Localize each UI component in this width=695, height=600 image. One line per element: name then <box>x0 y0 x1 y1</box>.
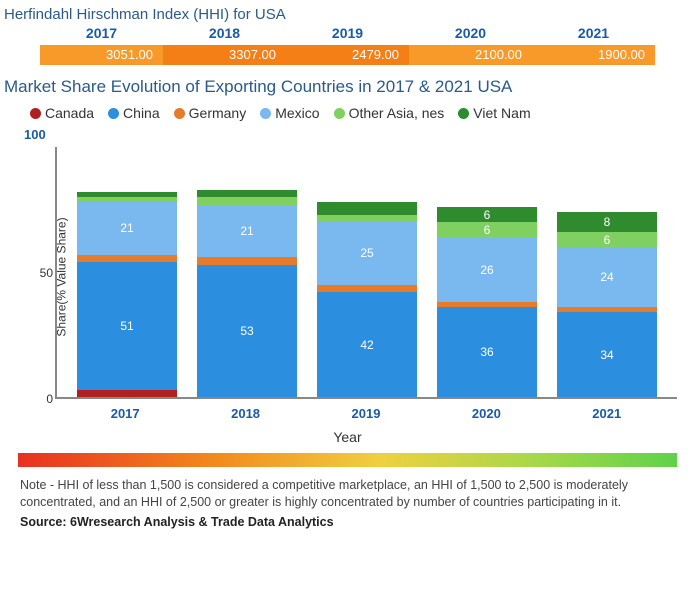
x-tick-label: 2020 <box>436 406 536 421</box>
hhi-year: 2021 <box>532 25 655 41</box>
y-tick: 50 <box>40 266 53 280</box>
hhi-note: Note - HHI of less than 1,500 is conside… <box>0 475 695 513</box>
legend-label: China <box>123 105 160 121</box>
x-tick-label: 2019 <box>316 406 416 421</box>
bars-container: 512153214225362666342468 <box>57 147 677 397</box>
bar-segment <box>317 202 417 215</box>
y-ticks: 500 <box>35 147 53 399</box>
bar-segment <box>197 190 297 198</box>
hhi-value-bar: 3051.003307.002479.002100.001900.00 <box>40 45 655 65</box>
bar-segment: 21 <box>197 205 297 258</box>
hhi-value-cell: 3307.00 <box>163 45 286 65</box>
x-axis-label: Year <box>0 429 695 445</box>
bar-segment: 51 <box>77 262 177 390</box>
bar-segment: 42 <box>317 292 417 397</box>
stacked-bar: 362666 <box>437 207 537 397</box>
stacked-bar-chart: 100 Share(% Value Share) 500 51215321422… <box>0 127 685 427</box>
stacked-bar: 5121 <box>77 192 177 397</box>
source-line: Source: 6Wresearch Analysis & Trade Data… <box>0 513 695 531</box>
legend-swatch <box>458 108 469 119</box>
bar-segment: 36 <box>437 307 537 397</box>
legend-swatch <box>174 108 185 119</box>
bar-segment <box>77 390 177 397</box>
legend-label: Germany <box>189 105 247 121</box>
legend-swatch <box>30 108 41 119</box>
bar-segment: 53 <box>197 265 297 398</box>
stacked-bar: 5321 <box>197 190 297 398</box>
bar-segment <box>77 255 177 262</box>
hhi-year: 2018 <box>163 25 286 41</box>
bar-segment <box>197 197 297 205</box>
bar-segment <box>317 215 417 223</box>
bar-segment <box>197 257 297 265</box>
bar-segment: 6 <box>437 207 537 222</box>
x-tick-label: 2021 <box>557 406 657 421</box>
legend-label: Mexico <box>275 105 319 121</box>
hhi-gradient-scale <box>18 453 677 467</box>
x-tick-label: 2017 <box>75 406 175 421</box>
hhi-value-cell: 2479.00 <box>286 45 409 65</box>
hhi-year: 2017 <box>40 25 163 41</box>
legend-item: Mexico <box>260 105 319 121</box>
legend-item: Germany <box>174 105 247 121</box>
bar-segment: 8 <box>557 212 657 232</box>
hhi-value-cell: 2100.00 <box>409 45 532 65</box>
legend-item: Other Asia, nes <box>334 105 445 121</box>
hhi-year-row: 20172018201920202021 <box>0 25 695 41</box>
bar-segment: 26 <box>437 237 537 302</box>
legend-item: China <box>108 105 160 121</box>
legend-swatch <box>334 108 345 119</box>
y-tick: 0 <box>46 392 53 406</box>
hhi-value-cell: 1900.00 <box>532 45 655 65</box>
legend-label: Other Asia, nes <box>349 105 445 121</box>
legend-item: Canada <box>30 105 94 121</box>
legend-swatch <box>108 108 119 119</box>
stacked-bar: 342468 <box>557 212 657 397</box>
bar-segment: 21 <box>77 202 177 255</box>
hhi-value-cell: 3051.00 <box>40 45 163 65</box>
bar-segment: 6 <box>437 222 537 237</box>
legend-swatch <box>260 108 271 119</box>
y-max-label: 100 <box>24 127 46 142</box>
stacked-bar: 4225 <box>317 202 417 397</box>
bar-segment <box>317 285 417 293</box>
market-share-title: Market Share Evolution of Exporting Coun… <box>0 73 695 101</box>
legend-item: Viet Nam <box>458 105 530 121</box>
hhi-title: Herfindahl Hirschman Index (HHI) for USA <box>0 0 695 25</box>
x-tick-label: 2018 <box>196 406 296 421</box>
hhi-year: 2019 <box>286 25 409 41</box>
bar-segment: 34 <box>557 312 657 397</box>
legend-label: Canada <box>45 105 94 121</box>
bar-segment: 6 <box>557 232 657 247</box>
plot-area: 512153214225362666342468 <box>55 147 677 399</box>
hhi-year: 2020 <box>409 25 532 41</box>
bar-segment: 25 <box>317 222 417 285</box>
x-labels: 2017 2018 2019 2020 2021 <box>55 406 677 421</box>
bar-segment: 24 <box>557 247 657 307</box>
legend-label: Viet Nam <box>473 105 530 121</box>
chart-legend: Canada China Germany Mexico Other Asia, nes V… <box>0 101 695 127</box>
